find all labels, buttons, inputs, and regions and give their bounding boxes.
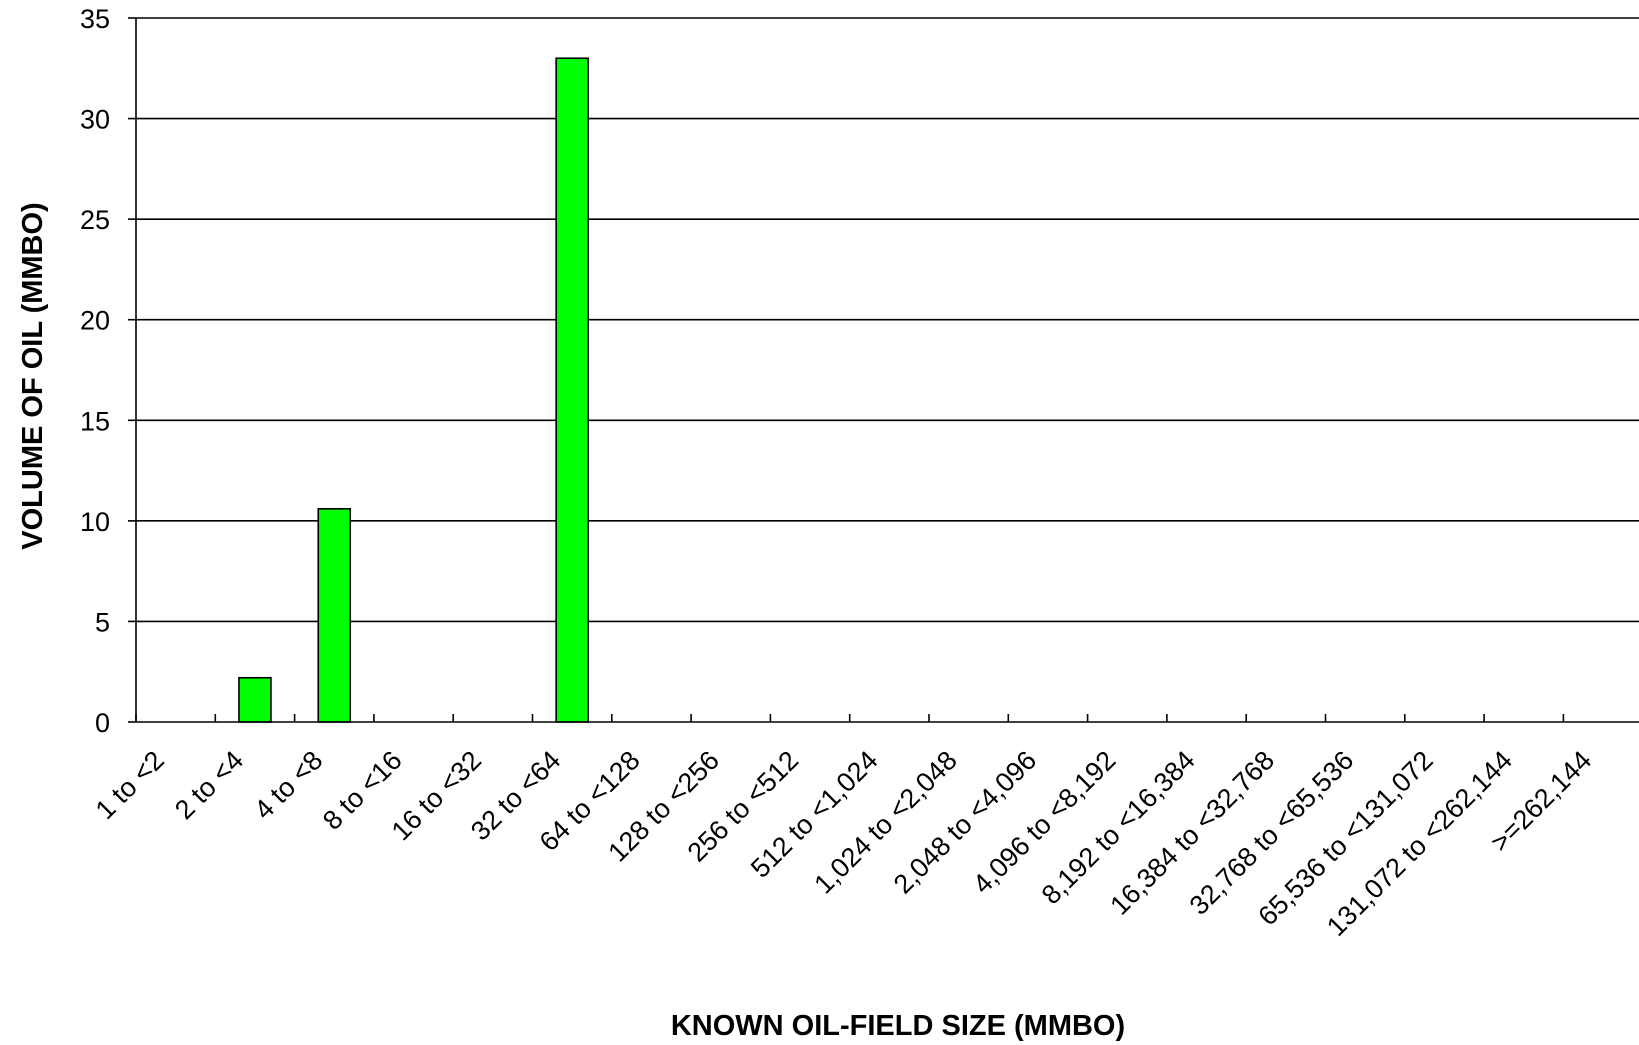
x-tick-label: 2,048 to <4,096	[888, 745, 1042, 899]
y-tick-label: 0	[95, 708, 110, 738]
x-axis-title: KNOWN OIL-FIELD SIZE (MMBO)	[671, 1010, 1125, 1042]
bar	[317, 507, 352, 723]
bar	[555, 57, 589, 723]
y-tick-labels: 0 5 10 15 20 25 30 35	[80, 4, 110, 738]
axes	[128, 17, 1639, 723]
y-tick-label: 30	[80, 105, 110, 135]
x-tick-label: 2 to <4	[169, 745, 249, 825]
bar	[238, 676, 272, 723]
x-tick-label: 4,096 to <8,192	[967, 745, 1121, 899]
y-axis-title: VOLUME OF OIL (MMBO)	[17, 202, 49, 549]
y-tick-label: 25	[80, 205, 110, 235]
bars	[238, 57, 589, 723]
gridlines	[136, 17, 1639, 623]
y-tick-label: 5	[95, 607, 110, 637]
y-tick-label: 10	[80, 507, 110, 537]
x-tick-label: 1,024 to <2,048	[808, 745, 962, 899]
y-tick-label: 20	[80, 306, 110, 336]
x-tick-label: 1 to <2	[90, 745, 170, 825]
y-tick-label: 15	[80, 406, 110, 436]
x-tick-label: 4 to <8	[248, 745, 328, 825]
y-tick-label: 35	[80, 4, 110, 34]
